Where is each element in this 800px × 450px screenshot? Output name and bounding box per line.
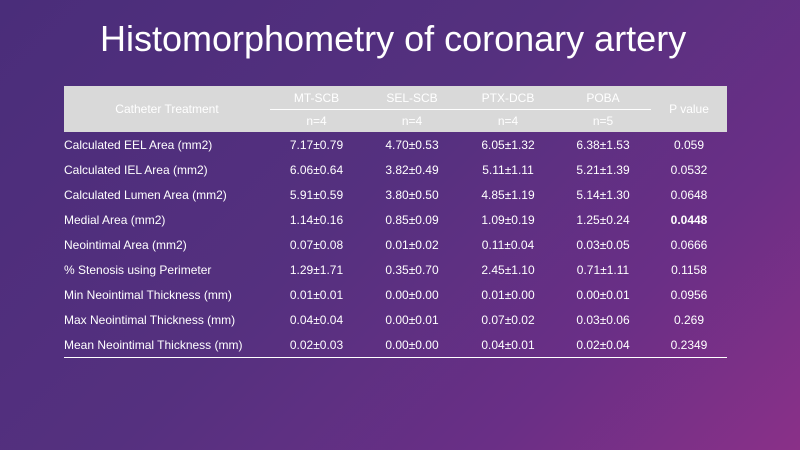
row-label: Neointimal Area (mm2) — [64, 237, 187, 252]
row-value: 0.35±0.70 — [385, 262, 439, 277]
row-value: 0.02±0.03 — [270, 332, 363, 358]
row-value: 5.91±0.59 — [289, 187, 344, 202]
row-label: Medial Area (mm2) — [64, 212, 166, 227]
row-value: 5.21±1.39 — [576, 162, 630, 177]
header-group-name: MT-SCB — [270, 86, 363, 110]
row-label: Calculated IEL Area (mm2) — [64, 162, 208, 177]
row-value: 0.11±0.04 — [481, 237, 535, 252]
slide-title: Histomorphometry of coronary artery — [100, 18, 687, 59]
row-value: 6.05±1.32 — [481, 137, 535, 152]
row-value: 2.45±1.10 — [481, 262, 535, 277]
row-value: 0.85±0.09 — [385, 212, 439, 227]
header-group-n: n=4 — [461, 109, 555, 132]
row-p-value: 0.2349 — [651, 332, 727, 358]
header-group-n: n=5 — [555, 109, 651, 132]
row-value: 0.01±0.02 — [385, 237, 439, 252]
row-p-value: 0.0448 — [670, 212, 708, 227]
row-p-value: 0.1158 — [671, 262, 707, 277]
row-value: 0.07±0.02 — [481, 312, 535, 327]
row-value: 0.71±1.11 — [576, 262, 630, 277]
row-value: 5.11±1.11 — [482, 162, 534, 177]
table-row: Calculated IEL Area (mm2) 6.06±0.64 3.82±0… — [64, 157, 727, 182]
table-body: Calculated EEL Area (mm2) 7.17±0.79 4.70±0… — [64, 132, 727, 358]
table-row: % Stenosis using Perimeter 1.29±1.71 0.35±… — [64, 257, 727, 282]
row-p-value: 0.0666 — [670, 237, 708, 252]
table-row: Mean Neointimal Thickness (mm) 0.02±0.03 0… — [64, 332, 727, 358]
row-p-value: 0.059 — [673, 137, 705, 152]
row-label: Min Neointimal Thickness (mm) — [64, 287, 232, 302]
row-value: 0.01±0.00 — [481, 287, 535, 302]
row-p-value: 0.0956 — [670, 287, 708, 302]
row-value: 6.06±0.64 — [289, 162, 344, 177]
row-value: 0.04±0.01 — [461, 332, 555, 358]
table-header: Catheter Treatment MT-SCB SEL-SCB PTX-DC… — [64, 86, 727, 132]
row-label: Calculated Lumen Area (mm2) — [64, 187, 227, 202]
row-value: 0.02±0.04 — [555, 332, 651, 358]
header-group-n: n=4 — [270, 109, 363, 132]
row-label: Mean Neointimal Thickness (mm) — [64, 332, 270, 358]
table-row: Max Neointimal Thickness (mm) 0.04±0.04 0.… — [64, 307, 727, 332]
row-p-value: 0.0532 — [670, 162, 708, 177]
row-p-value: 0.0648 — [670, 187, 708, 202]
row-value: 1.25±0.24 — [576, 212, 630, 227]
row-value: 4.70±0.53 — [385, 137, 439, 152]
row-value: 0.00±0.00 — [385, 287, 439, 302]
row-value: 1.14±0.16 — [289, 212, 344, 227]
histomorphometry-table: Catheter Treatment MT-SCB SEL-SCB PTX-DC… — [64, 86, 727, 358]
row-value: 4.85±1.19 — [481, 187, 535, 202]
row-value: 0.07±0.08 — [289, 237, 344, 252]
row-value: 0.00±0.01 — [385, 312, 439, 327]
header-group-name: PTX-DCB — [461, 86, 555, 110]
row-value: 6.38±1.53 — [576, 137, 630, 152]
row-value: 3.80±0.50 — [385, 187, 439, 202]
table-row: Medial Area (mm2) 1.14±0.16 0.85±0.09 1.09±… — [64, 207, 727, 232]
row-value: 7.17±0.79 — [289, 137, 344, 152]
row-value: 0.00±0.00 — [363, 332, 461, 358]
row-p-value: 0.269 — [673, 312, 705, 327]
header-group-name: POBA — [555, 86, 651, 110]
row-label: Calculated EEL Area (mm2) — [64, 137, 213, 152]
header-group-n: n=4 — [363, 109, 461, 132]
table-row: Calculated EEL Area (mm2) 7.17±0.79 4.70±0… — [64, 132, 727, 157]
row-label: Max Neointimal Thickness (mm) — [64, 312, 236, 327]
table-row: Min Neointimal Thickness (mm) 0.01±0.01 0.… — [64, 282, 727, 307]
table-row: Neointimal Area (mm2) 0.07±0.08 0.01±0.02 0… — [64, 232, 727, 257]
row-value: 5.14±1.30 — [576, 187, 630, 202]
row-value: 0.01±0.01 — [289, 287, 344, 302]
row-value: 0.03±0.05 — [576, 237, 630, 252]
header-catheter-treatment: Catheter Treatment — [64, 86, 270, 132]
row-value: 1.09±0.19 — [481, 212, 535, 227]
table-row: Calculated Lumen Area (mm2) 5.91±0.59 3.80… — [64, 182, 727, 207]
row-value: 0.04±0.04 — [289, 312, 344, 327]
header-p-value: P value — [651, 86, 727, 132]
row-label: % Stenosis using Perimeter — [64, 262, 212, 277]
header-group-name: SEL-SCB — [363, 86, 461, 110]
row-value: 1.29±1.71 — [289, 262, 344, 277]
row-value: 0.00±0.01 — [576, 287, 630, 302]
row-value: 3.82±0.49 — [385, 162, 439, 177]
row-value: 0.03±0.06 — [576, 312, 630, 327]
